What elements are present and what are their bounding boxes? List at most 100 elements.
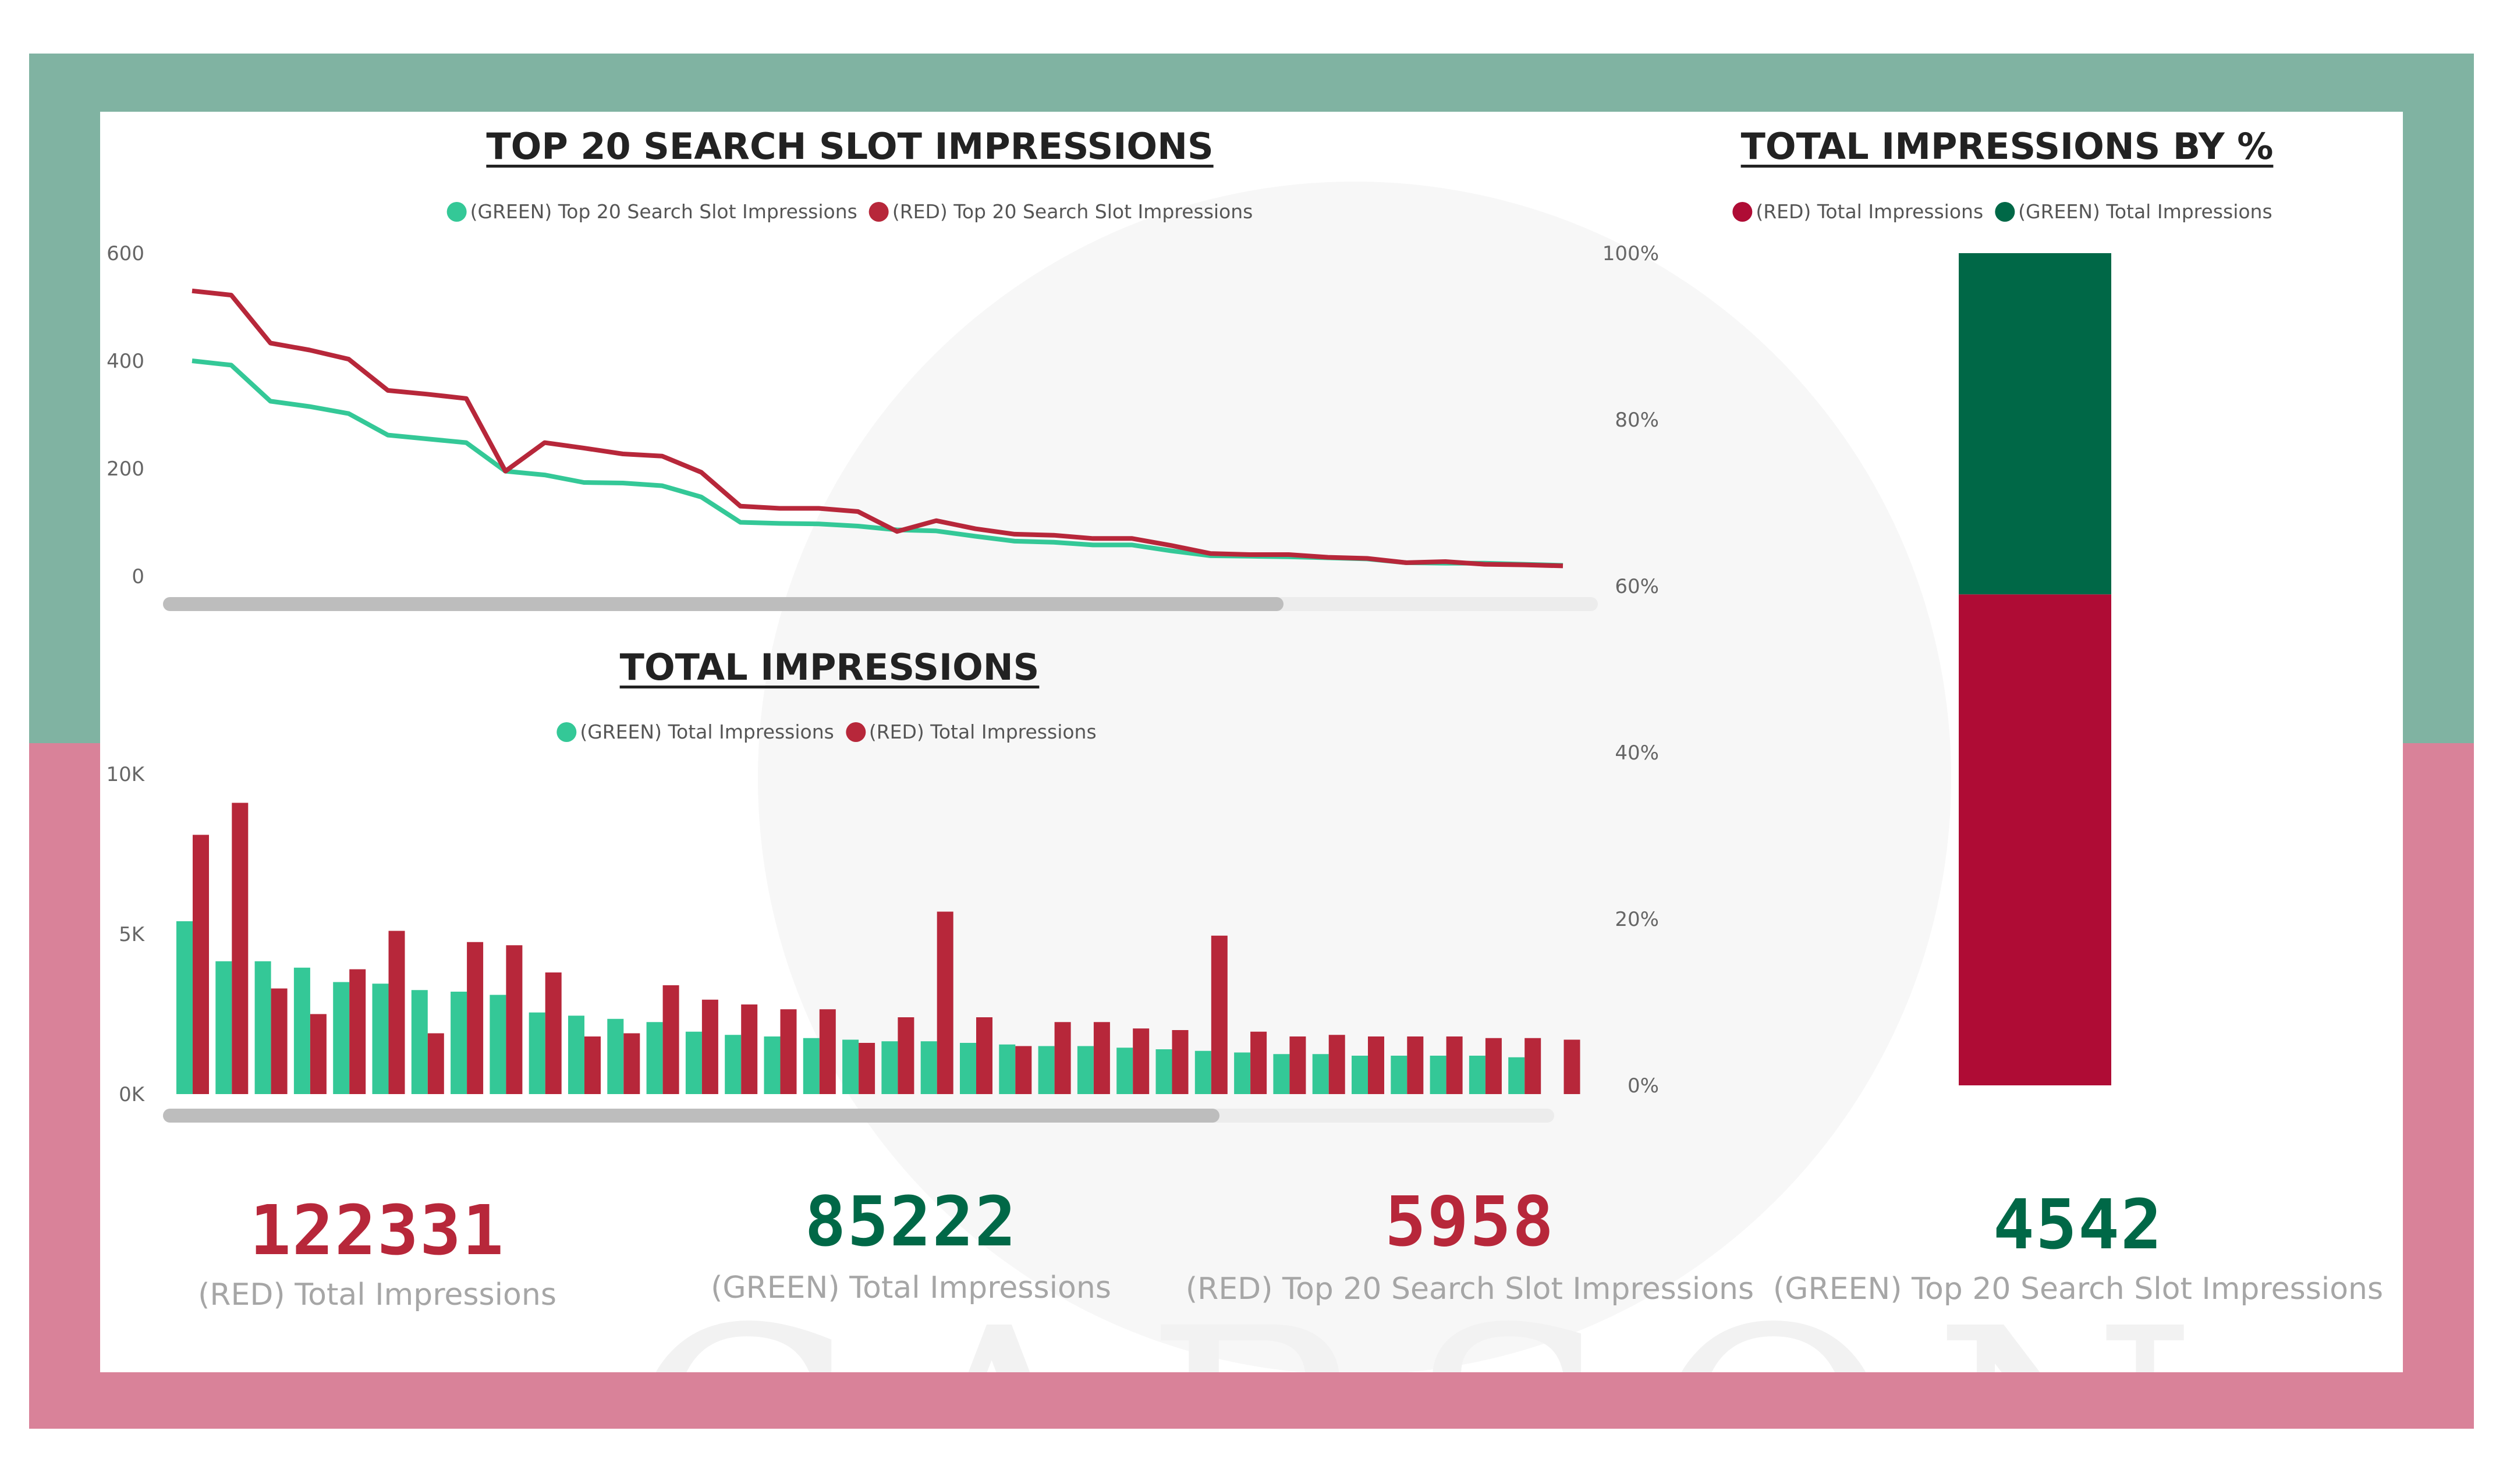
bar-green-total — [1352, 1056, 1368, 1094]
y-axis-tick-label: 40% — [1615, 741, 1659, 765]
y-axis-tick-label: 0 — [132, 565, 144, 588]
bar-green-total — [803, 1038, 820, 1094]
bar-green-total — [568, 1016, 584, 1094]
legend-item-green-top20[interactable]: (GREEN) Top 20 Search Slot Impressions — [446, 200, 857, 223]
bar-green-total — [1077, 1046, 1094, 1094]
bar-green-total — [1194, 1050, 1211, 1094]
bar-red-total — [1093, 1022, 1110, 1094]
bar-red-total — [623, 1033, 640, 1094]
bar-red-total — [1250, 1031, 1267, 1094]
watermark-logo — [758, 182, 1951, 1372]
kpi-red-top20-value: 5958 — [1384, 1181, 1555, 1262]
legend-item-red-top20[interactable]: (RED) Top 20 Search Slot Impressions — [868, 200, 1253, 223]
legend-item-green-percent[interactable]: (GREEN) Total Impressions — [1995, 200, 2272, 223]
bar-green-total — [1508, 1057, 1525, 1094]
scrollbar-thumb[interactable] — [163, 1109, 1219, 1123]
bar-red-total — [584, 1036, 601, 1094]
legend-dot-red — [1732, 201, 1753, 222]
bar-green-total — [490, 995, 506, 1094]
bar-green-total — [176, 921, 193, 1094]
kpi-red-total-label: (RED) Total Impressions — [198, 1277, 556, 1312]
bar-red-total — [1564, 1039, 1580, 1094]
kpi-green-total-label: (GREEN) Total Impressions — [711, 1270, 1111, 1305]
bar-chart-legend: (GREEN) Total Impressions (RED) Total Im… — [556, 720, 1097, 743]
bar-red-total — [976, 1017, 992, 1094]
bar-red-total — [1485, 1038, 1502, 1094]
line-chart-title: TOP 20 SEARCH SLOT IMPRESSIONS — [486, 125, 1214, 168]
kpi-green-top20-value: 4542 — [1993, 1184, 2164, 1265]
bar-red-total — [193, 835, 209, 1094]
bar-green-total — [999, 1044, 1016, 1094]
legend-item-red-total[interactable]: (RED) Total Impressions — [845, 720, 1097, 743]
bar-green-total — [529, 1012, 545, 1094]
y-axis-tick-label: 100% — [1603, 242, 1659, 265]
legend-label: (GREEN) Total Impressions — [2018, 200, 2272, 223]
bar-green-total — [254, 961, 271, 1094]
bar-green-total — [1312, 1054, 1329, 1094]
bar-red-total — [271, 988, 288, 1094]
bar-red-total — [819, 1009, 836, 1094]
y-axis-tick-label: 0% — [1628, 1074, 1659, 1098]
bar-green-total — [1234, 1052, 1251, 1094]
bar-green-total — [1038, 1046, 1055, 1094]
bar-green-total — [646, 1022, 663, 1094]
bar-chart-title: TOTAL IMPRESSIONS — [619, 646, 1040, 688]
y-axis-tick-label: 0K — [119, 1083, 146, 1106]
kpi-red-top20-label: (RED) Top 20 Search Slot Impressions — [1185, 1272, 1754, 1307]
legend-label: (RED) Total Impressions — [1756, 200, 1984, 223]
legend-item-green-total[interactable]: (GREEN) Total Impressions — [556, 720, 834, 743]
bar-green-total — [293, 967, 310, 1094]
stacked-segment-green — [1959, 253, 2111, 595]
legend-label: (RED) Total Impressions — [868, 720, 1097, 743]
bar-red-total — [1289, 1036, 1306, 1094]
bar-red-total — [388, 931, 405, 1094]
bar-green-total — [1391, 1056, 1408, 1094]
bar-red-total — [741, 1004, 758, 1094]
bar-red-total — [859, 1043, 875, 1094]
bar-red-total — [780, 1009, 797, 1094]
bar-green-total — [764, 1036, 781, 1094]
legend-item-red-percent[interactable]: (RED) Total Impressions — [1732, 200, 1983, 223]
bar-green-total — [1155, 1049, 1172, 1094]
bar-green-total — [685, 1031, 702, 1094]
bar-red-total — [937, 911, 953, 1094]
bar-red-total — [1368, 1036, 1384, 1094]
percent-chart-title: TOTAL IMPRESSIONS BY % — [1740, 125, 2274, 168]
bar-green-total — [842, 1039, 859, 1094]
bar-green-total — [1430, 1056, 1447, 1094]
bar-red-total — [310, 1014, 327, 1094]
bar-red-total — [1015, 1046, 1032, 1094]
bar-red-total — [427, 1033, 444, 1094]
bar-green-total — [960, 1043, 976, 1094]
stacked-segment-red — [1959, 594, 2111, 1085]
y-axis-tick-label: 80% — [1615, 409, 1659, 432]
legend-dot-red — [868, 201, 889, 222]
bar-green-total — [1273, 1054, 1290, 1094]
legend-dot-red — [845, 722, 866, 742]
y-axis-tick-label: 60% — [1615, 575, 1659, 598]
watermark-text: CARSON — [624, 1264, 2232, 1372]
bar-red-total — [1328, 1035, 1345, 1094]
legend-dot-green — [556, 722, 577, 742]
legend-label: (GREEN) Total Impressions — [580, 720, 834, 743]
bar-red-total — [1525, 1038, 1541, 1094]
bar-green-total — [451, 992, 467, 1094]
bar-green-total — [411, 990, 428, 1094]
legend-label: (GREEN) Top 20 Search Slot Impressions — [470, 200, 857, 223]
bar-red-total — [662, 985, 679, 1094]
bar-green-total — [607, 1018, 624, 1094]
series-line-red — [192, 288, 1564, 569]
y-axis-tick-label: 10K — [106, 763, 145, 786]
kpi-red-total-value: 122331 — [249, 1190, 505, 1270]
bar-red-total — [1054, 1022, 1071, 1094]
bar-red-total — [1407, 1036, 1424, 1094]
bar-red-total — [1172, 1030, 1189, 1094]
bar-red-total — [545, 972, 562, 1094]
bar-red-total — [506, 945, 523, 1094]
kpi-green-top20-label: (GREEN) Top 20 Search Slot Impressions — [1772, 1272, 2384, 1307]
bar-green-total — [372, 984, 389, 1094]
scrollbar-thumb[interactable] — [163, 597, 1284, 611]
bar-green-total — [215, 961, 232, 1094]
legend-dot-green — [446, 201, 467, 222]
legend-label: (RED) Top 20 Search Slot Impressions — [892, 200, 1253, 223]
